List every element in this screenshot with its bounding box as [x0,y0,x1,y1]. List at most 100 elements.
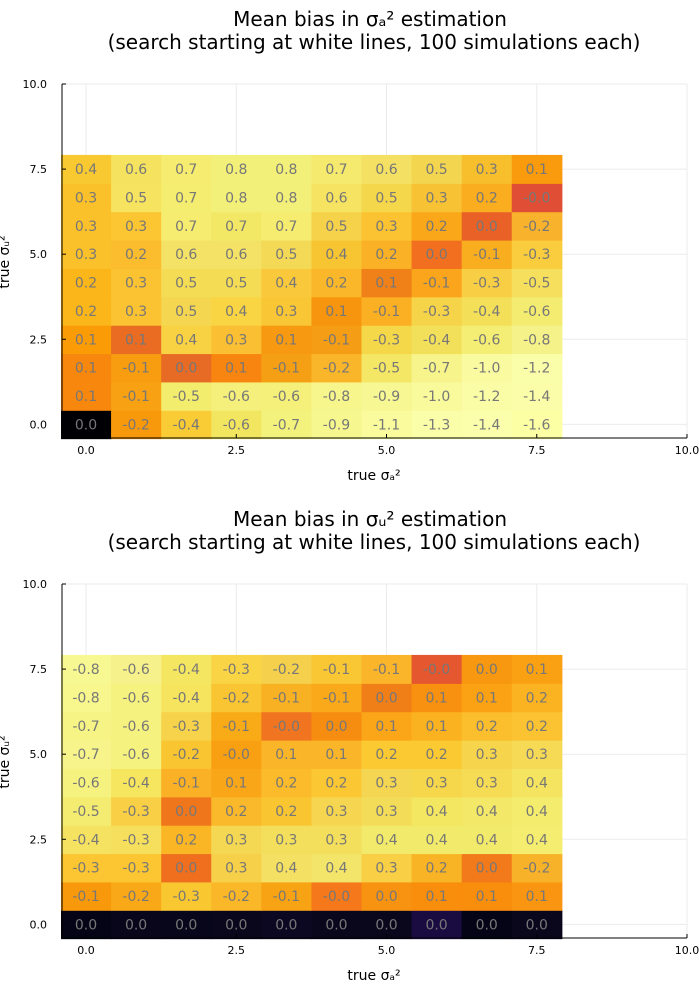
heatmap-cell [161,240,212,269]
cell-label: 0.3 [275,304,297,320]
heatmap-cell [211,740,262,769]
heatmap-cell [311,740,363,769]
heatmap-cell [61,683,112,713]
heatmap-cell [361,796,413,826]
cell-label: 0.0 [425,247,447,263]
x-tick-label: 7.5 [528,444,546,457]
heatmap-cell [161,910,212,940]
cell-label: -0.5 [523,276,550,292]
heatmap-cell [511,768,563,798]
heatmap-cell [511,240,563,269]
cell-label: -0.2 [523,861,550,877]
heatmap-cell [61,183,112,213]
heatmap-cell [461,183,513,213]
heatmap-cell [311,853,363,883]
x-tick-label: 2.5 [228,944,246,957]
cell-label: -0.5 [373,361,400,377]
cell-label: 0.4 [526,832,548,848]
cell-label: 0.4 [425,832,447,848]
x-tick-label: 10.0 [675,444,699,457]
heatmap-cell [61,711,112,741]
cell-label: -0.8 [523,332,550,348]
heatmap-cell [211,296,262,326]
heatmap-cell [311,353,363,383]
cell-label: -0.0 [423,662,450,678]
cell-label: -0.2 [173,747,200,763]
cell-label: -0.2 [223,690,250,706]
x-tick-label: 0.0 [77,944,95,957]
cell-label: 0.0 [75,917,97,933]
heatmap-cell [261,353,312,383]
heatmap-cell [361,740,413,769]
cell-label: 0.1 [225,776,247,792]
heatmap-cell [461,683,513,713]
cell-label: -0.1 [323,662,350,678]
cell-label: -0.4 [173,417,200,433]
cell-label: 0.1 [125,332,147,348]
cell-label: 0.4 [225,304,247,320]
cell-label: 0.2 [75,304,97,320]
heatmap-cell [461,353,513,383]
cell-label: 0.5 [175,276,197,292]
heatmap-cell [61,296,112,326]
heatmap-cell [511,154,563,184]
heatmap-cell [161,296,212,326]
heatmap-cell [511,853,563,883]
heatmap-cell [211,768,262,798]
cell-label: -0.1 [323,332,350,348]
heatmap-cell [211,183,262,213]
cell-label: -0.1 [323,690,350,706]
cell-label: -0.6 [122,662,149,678]
heatmap-cell [361,711,413,741]
cell-label: 0.2 [425,861,447,877]
heatmap-cell [161,796,212,826]
y-tick-label: 2.5 [30,333,48,346]
cell-label: -0.0 [523,190,550,206]
cell-label: 0.3 [75,219,97,235]
heatmap-cell [111,654,162,684]
cell-label: 0.5 [275,247,297,263]
heatmap-cell [161,353,212,383]
cell-label: 0.2 [375,247,397,263]
heatmap-cell [261,853,312,883]
cell-label: -1.4 [473,417,500,433]
cell-label: -0.0 [273,719,300,735]
cell-label: 0.6 [325,190,347,206]
cell-label: 0.7 [175,162,197,178]
heatmap-cell [161,381,212,411]
cell-label: -0.1 [122,389,149,405]
cell-label: 0.6 [175,247,197,263]
cell-label: 0.2 [175,832,197,848]
heatmap-cell [311,683,363,713]
heatmap-cell [311,768,363,798]
cell-label: -0.1 [223,719,250,735]
heatmap-cell [261,410,312,440]
cell-label: -0.5 [72,804,99,820]
heatmap-cell [61,211,112,241]
heatmap-cell [111,211,162,241]
heatmap-cell [311,325,363,355]
heatmap-cell [161,683,212,713]
cell-label: -0.3 [373,332,400,348]
heatmap-cell [411,268,463,298]
cell-label: -0.1 [72,889,99,905]
heatmap-cell [311,211,363,241]
heatmap-cell [361,683,413,713]
heatmap-cell [311,711,363,741]
cell-label: 0.7 [325,162,347,178]
cell-label: 0.0 [325,719,347,735]
heatmap-cell [111,768,162,798]
cell-label: -0.3 [122,861,149,877]
cell-label: 0.5 [125,190,147,206]
cell-label: 0.7 [225,219,247,235]
heatmap-cell [261,240,312,269]
heatmap-cell [261,211,312,241]
cell-label: 0.6 [225,247,247,263]
cell-label: 0.1 [325,747,347,763]
cell-label: 0.1 [476,889,498,905]
heatmap-cell [61,154,112,184]
heatmap-cell [361,825,413,855]
cell-label: -0.4 [122,776,149,792]
heatmap-cell [411,768,463,798]
heatmap-cell [61,268,112,298]
